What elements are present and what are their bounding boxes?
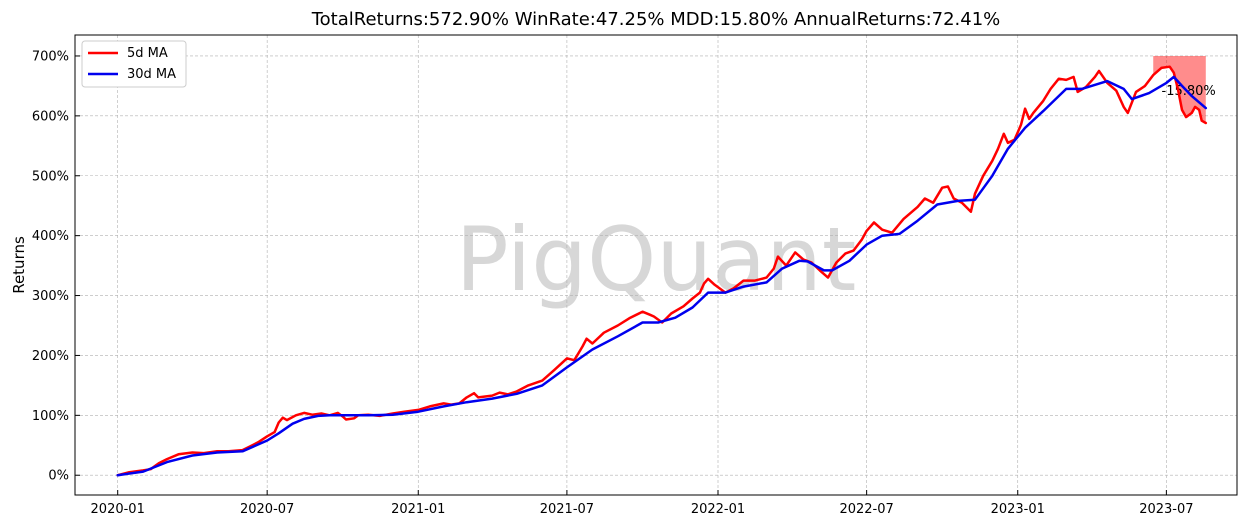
x-tick-label: 2023-01 [991, 502, 1045, 517]
y-tick-label: 600% [32, 109, 69, 124]
y-tick-label: 0% [48, 469, 69, 484]
x-tick-label: 2022-01 [691, 502, 745, 517]
legend: 5d MA 30d MA [81, 40, 187, 88]
x-tick-label: 2020-07 [240, 502, 294, 517]
grid-lines [75, 35, 1237, 495]
drawdown-fill [1153, 55, 1206, 124]
plot-frame [74, 34, 1238, 496]
y-tick-label: 300% [32, 289, 69, 304]
series-line-30d-ma [116, 75, 1208, 477]
x-tick-label: 2022-07 [839, 502, 893, 517]
series-lines [116, 65, 1208, 477]
y-tick-label: 200% [32, 349, 69, 364]
x-tick-label: 2023-07 [1139, 502, 1193, 517]
x-tick-label: 2021-07 [540, 502, 594, 517]
y-tick-label: 100% [32, 409, 69, 424]
y-tick-label: 500% [32, 169, 69, 184]
legend-label-5d: 5d MA [127, 46, 168, 61]
x-tick-label: 2021-01 [391, 502, 445, 517]
y-tick-label: 700% [32, 49, 69, 64]
y-axis-label: Returns [10, 236, 28, 294]
y-axis: 0% 100% 200% 300% 400% 500% 600% 700% [32, 49, 80, 484]
x-tick-label: 2020-01 [91, 502, 145, 517]
x-axis: 2020-01 2020-07 2021-01 2021-07 2022-01 2022-… [91, 490, 1194, 517]
legend-label-30d: 30d MA [127, 67, 176, 82]
y-tick-label: 400% [32, 229, 69, 244]
chart-title: TotalReturns:572.90% WinRate:47.25% MDD:… [311, 9, 1001, 30]
